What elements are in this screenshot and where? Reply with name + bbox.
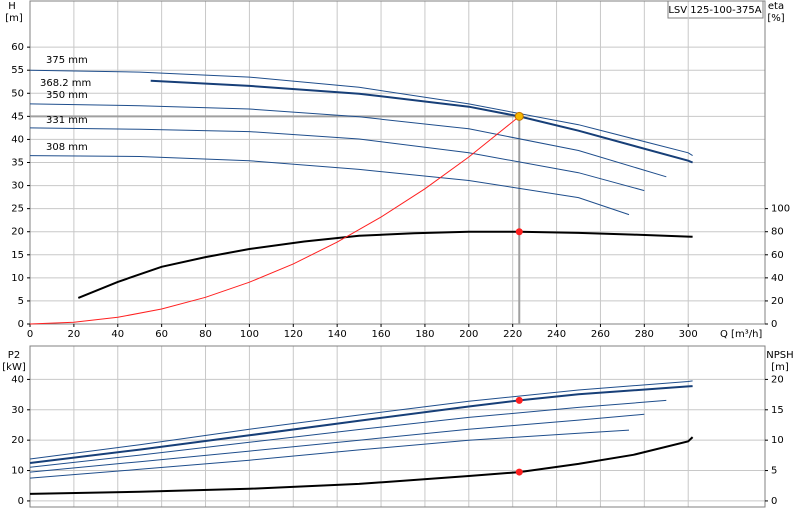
- curve: [29, 116, 520, 325]
- curve-label: 375 mm: [46, 55, 88, 66]
- y-tick-label: 0: [18, 319, 24, 330]
- p2-axis-title: P2: [8, 350, 20, 361]
- x-tick-label: 180: [415, 329, 434, 340]
- curve-label: 350 mm: [46, 90, 88, 101]
- y2-tick-label: 60: [771, 250, 784, 261]
- curve: [29, 429, 630, 479]
- y2-tick-label: 20: [771, 374, 784, 385]
- y-tick-label: 20: [11, 227, 24, 238]
- duty-point: [514, 111, 524, 121]
- curve: [29, 380, 693, 460]
- y-tick-label: 40: [11, 134, 24, 145]
- x-tick-label: 300: [679, 329, 698, 340]
- x-tick-label: 100: [240, 329, 259, 340]
- y2-tick-label: 20: [771, 296, 784, 307]
- p2-axis-unit: [kW]: [2, 362, 26, 373]
- y2-tick-label: 80: [771, 227, 784, 238]
- x-tick-label: 160: [371, 329, 390, 340]
- curve: [29, 399, 667, 468]
- x-tick-label: 60: [155, 329, 168, 340]
- curve-label: 368.2 mm: [40, 78, 91, 89]
- x-tick-label: 80: [199, 329, 212, 340]
- plot-frame: [29, 345, 766, 508]
- y-tick-label: 10: [11, 273, 24, 284]
- model-label: LSV 125-100-375A: [668, 5, 761, 16]
- y2-tick-label: 100: [771, 204, 790, 215]
- y-tick-label: 5: [18, 296, 24, 307]
- curve: [29, 385, 693, 464]
- npsh-axis-title: NPSH: [766, 350, 793, 361]
- y2-tick-label: 5: [771, 466, 777, 477]
- x-tick-label: 280: [635, 329, 654, 340]
- npsh-axis-unit: [m]: [771, 362, 789, 373]
- curve-label: 308 mm: [46, 142, 88, 153]
- eta-axis-unit: [%]: [767, 13, 784, 24]
- eta-axis-title: eta: [768, 1, 784, 12]
- x-tick-label: 260: [591, 329, 610, 340]
- h-axis-unit: [m]: [5, 13, 23, 24]
- y-tick-label: 35: [11, 158, 24, 169]
- y-tick-label: 10: [11, 466, 24, 477]
- x-tick-label: 140: [328, 329, 347, 340]
- x-tick-label: 240: [547, 329, 566, 340]
- x-tick-label: 20: [68, 329, 81, 340]
- h-axis-title: H: [8, 1, 16, 12]
- x-tick-label: 220: [503, 329, 522, 340]
- y-tick-label: 55: [11, 65, 24, 76]
- curve: [77, 230, 693, 299]
- y-tick-label: 60: [11, 42, 24, 53]
- y-tick-label: 50: [11, 88, 24, 99]
- x-axis-title: Q [m³/h]: [720, 329, 762, 340]
- curve-label: 331 mm: [46, 115, 88, 126]
- x-tick-label: 120: [284, 329, 303, 340]
- y-tick-label: 40: [11, 374, 24, 385]
- curve: [29, 127, 645, 192]
- y2-tick-label: 0: [771, 319, 777, 330]
- y-tick-label: 15: [11, 250, 24, 261]
- y-tick-label: 30: [11, 405, 24, 416]
- duty-npsh: [515, 468, 523, 476]
- duty-p2: [515, 396, 523, 404]
- curve: [29, 155, 630, 216]
- y2-tick-label: 15: [771, 405, 784, 416]
- x-tick-label: 0: [27, 329, 33, 340]
- y2-tick-label: 40: [771, 273, 784, 284]
- y-tick-label: 25: [11, 204, 24, 215]
- duty-eta: [515, 228, 523, 236]
- y-tick-label: 0: [18, 496, 24, 507]
- curve: [150, 79, 693, 164]
- curve: [29, 436, 694, 495]
- y-tick-label: 20: [11, 435, 24, 446]
- y2-tick-label: 0: [771, 496, 777, 507]
- x-tick-label: 40: [111, 329, 124, 340]
- curve: [29, 69, 693, 157]
- curve: [29, 413, 645, 473]
- y-tick-label: 30: [11, 181, 24, 192]
- y-tick-label: 45: [11, 111, 24, 122]
- x-tick-label: 200: [459, 329, 478, 340]
- y2-tick-label: 10: [771, 435, 784, 446]
- curve: [29, 103, 667, 178]
